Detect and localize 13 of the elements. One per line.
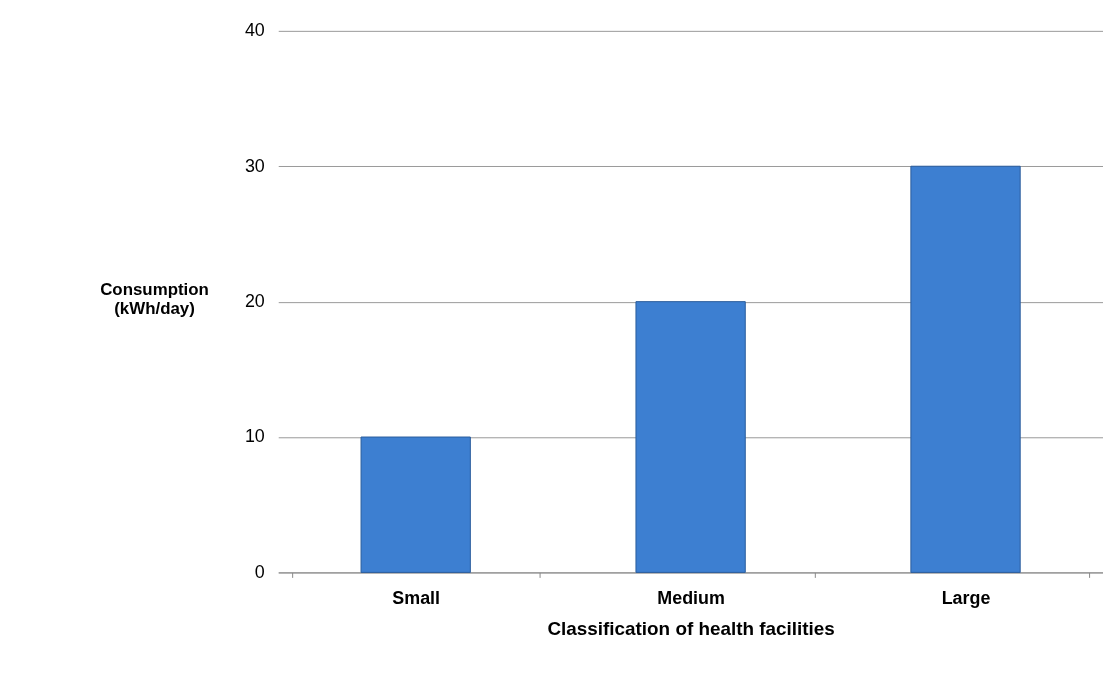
x-tick-label: Small (392, 587, 441, 608)
y-tick-label: 20 (244, 291, 265, 312)
y-tick-label: 30 (244, 155, 265, 176)
y-axis-title: Consumption (kWh/day) (100, 279, 209, 318)
x-tick-label: Medium (657, 587, 725, 608)
bar (635, 301, 746, 573)
y-tick-label: 10 (244, 426, 265, 447)
y-tick-label: 0 (254, 561, 265, 582)
bar (360, 436, 471, 573)
x-tick-label: Large (941, 587, 991, 608)
bar (910, 165, 1021, 573)
y-tick-label: 40 (244, 20, 265, 41)
x-axis-title: Classification of health facilities (547, 617, 835, 639)
